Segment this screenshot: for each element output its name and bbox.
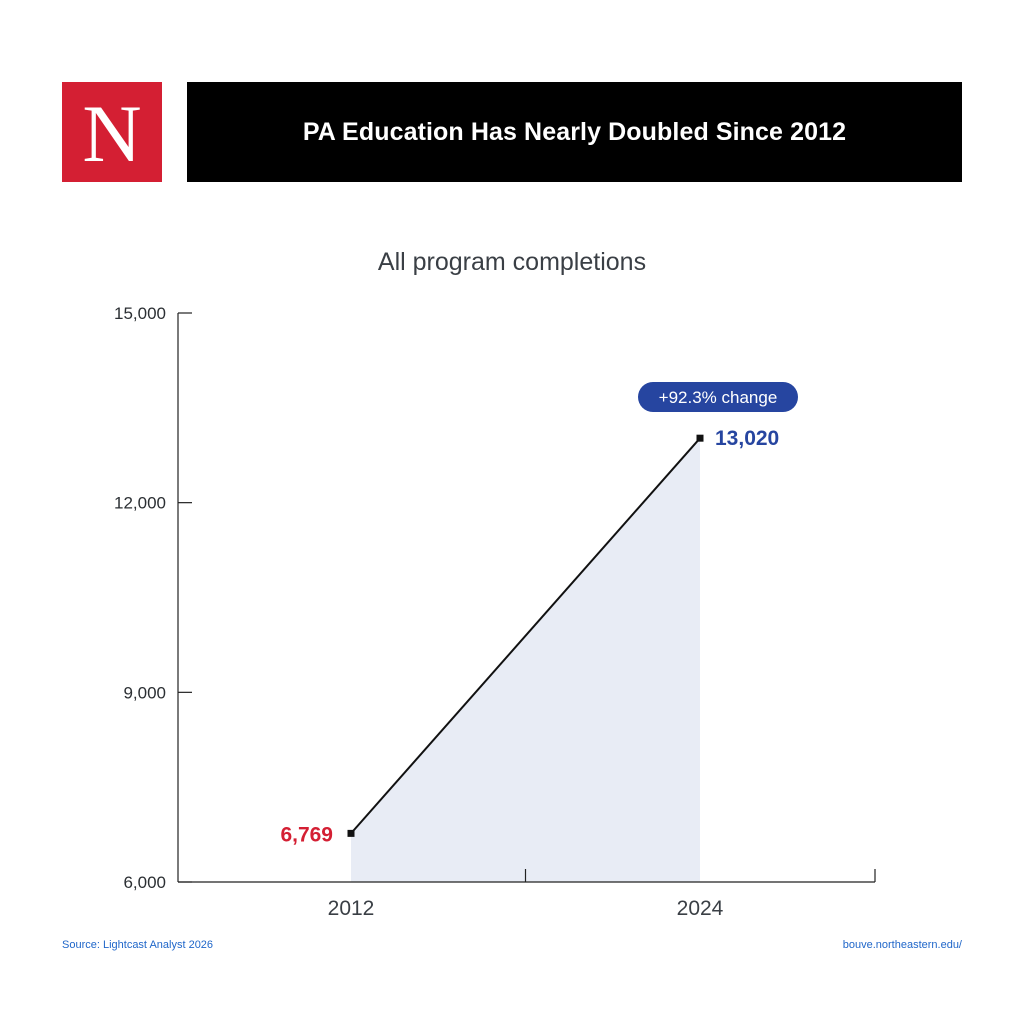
data-label: 6,769 <box>280 823 333 846</box>
data-point <box>696 434 704 442</box>
footer-url[interactable]: bouve.northeastern.edu/ <box>842 939 962 951</box>
data-point <box>347 829 355 837</box>
x-tick-label: 2012 <box>328 897 375 920</box>
y-tick-label: 6,000 <box>123 873 166 892</box>
chart-title: All program completions <box>377 248 647 276</box>
x-tick-label: 2024 <box>677 897 724 920</box>
page-title: PA Education Has Nearly Doubled Since 20… <box>302 117 847 146</box>
y-tick-label: 15,000 <box>114 304 166 323</box>
area-fill <box>351 438 700 882</box>
source-note: Source: Lightcast Analyst 2026 <box>62 939 214 951</box>
change-badge <box>638 382 798 412</box>
data-label: 13,020 <box>715 427 779 450</box>
title-banner: PA Education Has Nearly Doubled Since 20… <box>187 82 962 182</box>
y-tick-label: 12,000 <box>114 494 166 513</box>
university-logo: N <box>62 82 162 182</box>
series-line <box>350 437 701 835</box>
y-tick-label: 9,000 <box>123 683 166 702</box>
change-badge-label: +92.3% change <box>659 388 778 407</box>
logo-letter: N <box>82 88 142 179</box>
